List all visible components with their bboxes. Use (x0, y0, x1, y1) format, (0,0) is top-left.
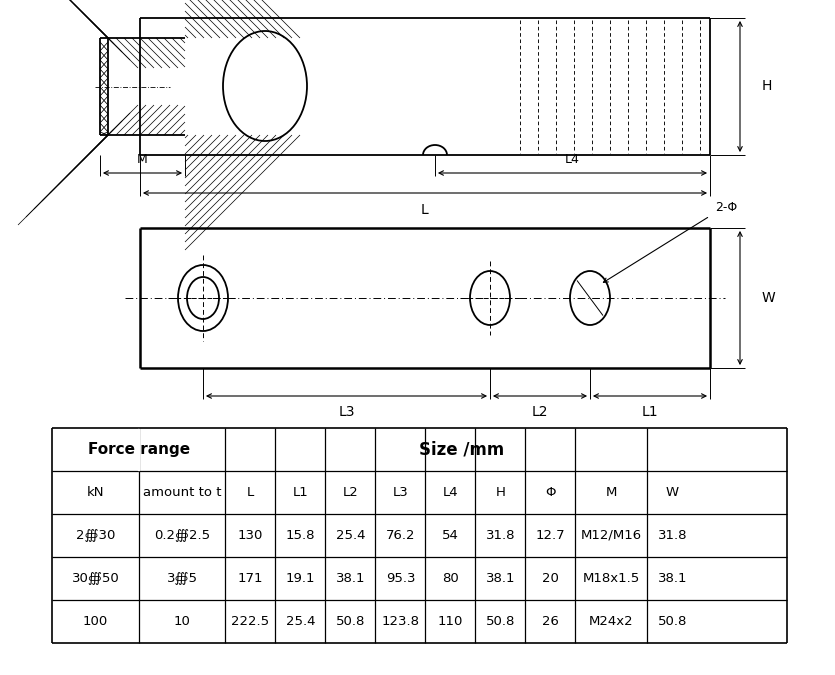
Text: 3∰5: 3∰5 (167, 572, 198, 585)
Text: 15.8: 15.8 (286, 529, 315, 542)
Text: L: L (421, 203, 429, 217)
Text: L4: L4 (565, 153, 580, 166)
Text: 38.1: 38.1 (658, 572, 687, 585)
Text: 25.4: 25.4 (336, 529, 365, 542)
Text: H: H (495, 486, 505, 499)
Text: 100: 100 (83, 615, 108, 628)
Text: 2-Φ: 2-Φ (715, 201, 737, 214)
Text: Force range: Force range (88, 442, 190, 457)
Text: 0.2∰2.5: 0.2∰2.5 (154, 529, 210, 542)
Text: 54: 54 (442, 529, 458, 542)
Text: H: H (762, 80, 772, 94)
Text: 12.7: 12.7 (535, 529, 565, 542)
Text: 95.3: 95.3 (386, 572, 415, 585)
Text: 19.1: 19.1 (286, 572, 315, 585)
Text: Φ: Φ (545, 486, 555, 499)
Text: 31.8: 31.8 (486, 529, 515, 542)
Text: amount to t: amount to t (143, 486, 221, 499)
Text: W: W (762, 291, 776, 305)
Text: 38.1: 38.1 (486, 572, 515, 585)
Text: W: W (665, 486, 679, 499)
Text: 50.8: 50.8 (486, 615, 515, 628)
Text: 222.5: 222.5 (231, 615, 270, 628)
Text: 130: 130 (238, 529, 263, 542)
Text: 50.8: 50.8 (336, 615, 365, 628)
Text: Size /mm: Size /mm (419, 441, 504, 458)
Text: 26: 26 (542, 615, 559, 628)
Text: 123.8: 123.8 (382, 615, 419, 628)
Text: M18x1.5: M18x1.5 (583, 572, 640, 585)
Text: 171: 171 (238, 572, 263, 585)
Text: 10: 10 (174, 615, 190, 628)
Text: M: M (605, 486, 617, 499)
Text: M: M (137, 153, 148, 166)
Text: L3: L3 (338, 405, 355, 419)
Text: L2: L2 (532, 405, 549, 419)
Text: 38.1: 38.1 (336, 572, 365, 585)
Text: 2∰30: 2∰30 (76, 529, 115, 542)
Text: M12/M16: M12/M16 (581, 529, 642, 542)
Text: L2: L2 (342, 486, 358, 499)
Text: L: L (247, 486, 254, 499)
Text: L1: L1 (292, 486, 308, 499)
Text: 30∰50: 30∰50 (72, 572, 119, 585)
Text: 76.2: 76.2 (386, 529, 415, 542)
Text: 25.4: 25.4 (286, 615, 315, 628)
Text: L3: L3 (392, 486, 408, 499)
Text: kN: kN (87, 486, 104, 499)
Text: 20: 20 (542, 572, 559, 585)
Text: L4: L4 (443, 486, 458, 499)
Text: 80: 80 (442, 572, 458, 585)
Text: 110: 110 (438, 615, 463, 628)
Text: 31.8: 31.8 (658, 529, 687, 542)
Text: 50.8: 50.8 (658, 615, 687, 628)
Text: M24x2: M24x2 (589, 615, 634, 628)
Text: L1: L1 (641, 405, 658, 419)
